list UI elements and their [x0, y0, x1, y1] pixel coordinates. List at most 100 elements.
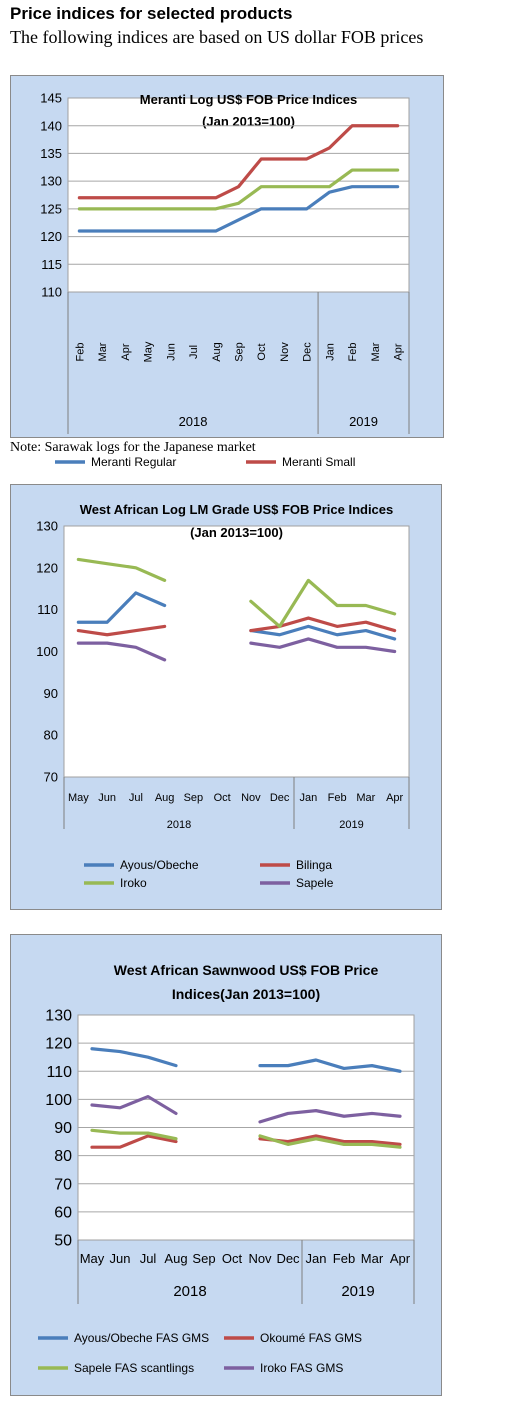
- legend-label: Iroko FAS GMS: [260, 1361, 343, 1375]
- chart-subtitle: (Jan 2013=100): [190, 525, 283, 540]
- y-tick-label: 50: [54, 1233, 72, 1250]
- y-tick-label: 80: [44, 728, 58, 743]
- y-tick-label: 120: [40, 229, 62, 244]
- x-tick-label: Jan: [306, 1251, 327, 1266]
- plot-area: [67, 97, 410, 293]
- y-tick-label: 145: [40, 91, 62, 106]
- year-label: 2018: [167, 819, 191, 831]
- chart-title: West African Sawnwood US$ FOB Price: [114, 962, 379, 978]
- x-tick-label: Feb: [74, 343, 86, 362]
- legend-label: Ayous/Obeche: [120, 858, 199, 872]
- y-tick-label: 120: [36, 560, 58, 575]
- plot-area: [63, 525, 410, 778]
- series-line-1: [77, 124, 400, 200]
- y-tick-label: 110: [41, 285, 62, 300]
- x-tick-label: May: [68, 792, 89, 804]
- x-tick-label: Nov: [279, 342, 291, 362]
- chart-subtitle: Indices(Jan 2013=100): [172, 986, 320, 1002]
- series-line-1: [76, 624, 167, 637]
- west-african-log-chart: West African Log LM Grade US$ FOB Price …: [10, 484, 442, 910]
- year-label: 2019: [341, 1283, 374, 1300]
- page-heading: Price indices for selected products: [10, 4, 293, 23]
- x-tick-label: Sep: [184, 792, 204, 804]
- x-tick-label: Apr: [120, 343, 132, 360]
- series-line-3: [249, 637, 397, 654]
- x-tick-label: Mar: [356, 792, 375, 804]
- x-tick-label: Feb: [333, 1251, 355, 1266]
- x-tick-label: Jul: [140, 1251, 157, 1266]
- series-line-3: [90, 1094, 178, 1116]
- series-line-3: [258, 1109, 402, 1124]
- x-tick-label: May: [143, 341, 155, 362]
- y-tick-label: 130: [45, 1008, 72, 1025]
- legend-label: Iroko: [120, 876, 147, 890]
- year-label: 2018: [179, 414, 208, 429]
- y-tick-label: 80: [54, 1148, 72, 1165]
- x-tick-label: Apr: [390, 1251, 411, 1266]
- series-line-2: [249, 578, 397, 628]
- x-tick-label: Jul: [129, 792, 143, 804]
- x-tick-label: Nov: [241, 792, 261, 804]
- x-tick-label: Aug: [155, 792, 175, 804]
- x-tick-label: Jun: [98, 792, 116, 804]
- y-tick-label: 90: [54, 1120, 72, 1137]
- y-tick-label: 70: [44, 770, 58, 785]
- chart-note: Note: Sarawak logs for the Japanese mark…: [10, 440, 256, 455]
- y-tick-label: 140: [40, 118, 62, 133]
- legend-label: Okoumé FAS GMS: [260, 1331, 362, 1345]
- x-tick-label: Nov: [248, 1251, 272, 1266]
- year-label: 2019: [349, 414, 378, 429]
- y-tick-label: 100: [36, 644, 58, 659]
- x-tick-label: Oct: [214, 792, 231, 804]
- y-tick-label: 120: [45, 1036, 72, 1053]
- y-tick-label: 70: [54, 1176, 72, 1193]
- x-tick-label: Oct: [222, 1251, 243, 1266]
- x-tick-label: Apr: [393, 343, 405, 360]
- series-line-3: [76, 641, 167, 662]
- page-subheading: The following indices are based on US do…: [10, 27, 424, 47]
- x-tick-label: Sep: [192, 1251, 215, 1266]
- chart-subtitle: (Jan 2013=100): [202, 114, 295, 129]
- legend-label: Bilinga: [296, 858, 332, 872]
- chart-title: Meranti Log US$ FOB Price Indices: [140, 92, 357, 107]
- y-tick-label: 130: [40, 174, 62, 189]
- series-line-0: [249, 624, 397, 641]
- x-tick-label: Jun: [165, 343, 177, 361]
- x-tick-label: Jun: [110, 1251, 131, 1266]
- y-tick-label: 60: [54, 1204, 72, 1221]
- y-tick-label: 110: [37, 602, 58, 617]
- x-tick-label: Dec: [276, 1251, 300, 1266]
- x-tick-label: May: [80, 1251, 105, 1266]
- x-tick-label: Dec: [270, 792, 290, 804]
- series-line-0: [77, 185, 400, 233]
- x-tick-label: Feb: [347, 343, 359, 362]
- legend-label: Sapele FAS scantlings: [74, 1361, 194, 1375]
- x-tick-label: Mar: [370, 342, 382, 361]
- west-african-sawnwood-chart: West African Sawnwood US$ FOB Price Indic…: [10, 934, 442, 1396]
- x-tick-label: Jul: [188, 345, 200, 359]
- series-line-1: [249, 616, 397, 633]
- series-line-0: [258, 1058, 402, 1073]
- y-tick-label: 90: [44, 686, 58, 701]
- y-tick-label: 115: [41, 257, 62, 272]
- x-tick-label: Oct: [256, 343, 268, 360]
- y-tick-label: 100: [45, 1092, 72, 1109]
- series-line-2: [258, 1134, 402, 1149]
- x-tick-label: Mar: [97, 342, 109, 361]
- west-african-sawnwood-chart-svg: West African Sawnwood US$ FOB Price Indic…: [38, 962, 415, 1375]
- series-line-1: [258, 1134, 402, 1146]
- chart-title: West African Log LM Grade US$ FOB Price …: [80, 502, 394, 517]
- y-tick-label: 125: [40, 201, 62, 216]
- x-tick-label: Jan: [324, 343, 336, 361]
- x-tick-label: Aug: [211, 342, 223, 362]
- legend-label: Meranti Small: [282, 455, 355, 469]
- y-tick-label: 110: [46, 1064, 72, 1081]
- legend-label: Ayous/Obeche FAS GMS: [74, 1331, 209, 1345]
- year-label: 2019: [339, 819, 363, 831]
- west-african-log-chart-svg: West African Log LM Grade US$ FOB Price …: [36, 502, 410, 890]
- series-line-0: [90, 1047, 178, 1068]
- x-tick-label: Aug: [164, 1251, 187, 1266]
- meranti-log-chart-svg: Meranti Log US$ FOB Price Indices (Jan 20…: [40, 91, 410, 497]
- x-tick-label: Sep: [234, 342, 246, 362]
- series-line-2: [76, 557, 167, 582]
